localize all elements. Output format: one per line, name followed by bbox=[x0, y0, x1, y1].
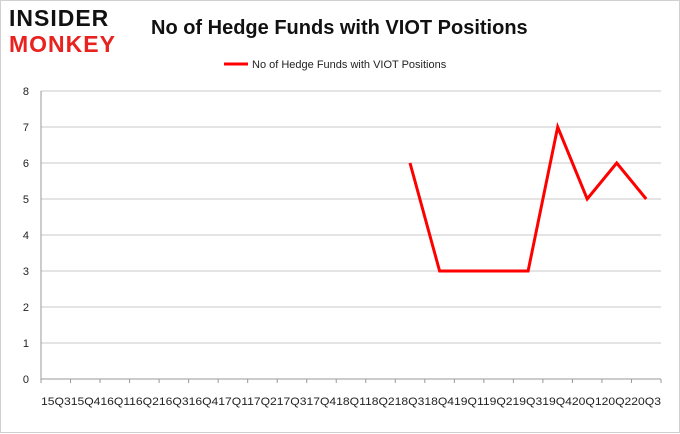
y-tick-label: 1 bbox=[23, 338, 29, 350]
x-axis: 15Q315Q416Q116Q216Q316Q417Q117Q217Q317Q4… bbox=[41, 91, 661, 408]
y-axis-ticks: 0 1 2 3 4 5 6 7 8 bbox=[23, 86, 29, 386]
y-tick-label: 2 bbox=[23, 302, 29, 314]
legend-label: No of Hedge Funds with VIOT Positions bbox=[252, 59, 447, 71]
x-tick-labels: 15Q315Q416Q116Q216Q316Q417Q117Q217Q317Q4… bbox=[41, 396, 661, 408]
legend: No of Hedge Funds with VIOT Positions bbox=[224, 59, 447, 71]
y-tick-label: 3 bbox=[23, 266, 29, 278]
y-tick-label: 8 bbox=[23, 86, 29, 98]
y-tick-label: 5 bbox=[23, 194, 29, 206]
y-tick-label: 7 bbox=[23, 122, 29, 134]
y-tick-label: 6 bbox=[23, 158, 29, 170]
grid-lines bbox=[41, 91, 661, 343]
y-tick-label: 4 bbox=[23, 230, 29, 242]
y-tick-label: 0 bbox=[23, 374, 29, 386]
